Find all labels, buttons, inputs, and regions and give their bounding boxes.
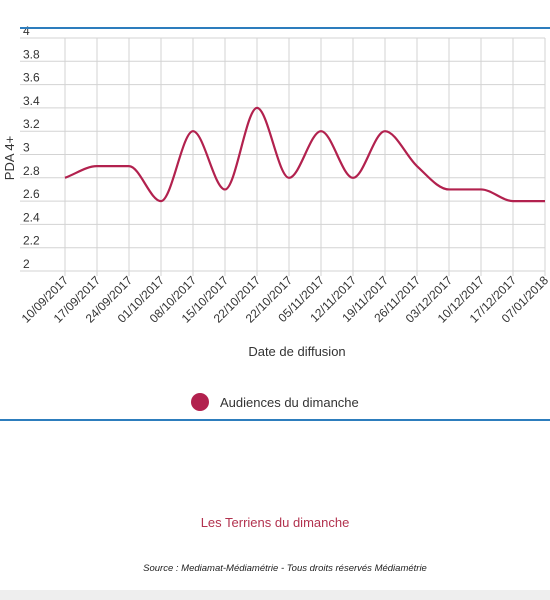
y-tick-label: 2.4 [23,210,40,224]
y-tick-label: 3 [23,141,30,155]
y-tick-label: 2 [23,257,30,271]
y-tick-label: 4 [23,24,30,38]
y-tick-label: 3.2 [23,117,40,131]
y-tick-label: 2.8 [23,164,40,178]
legend-label[interactable]: Audiences du dimanche [220,395,359,410]
x-axis-ticks: 10/09/201717/09/201724/09/201701/10/2017… [19,273,550,326]
y-tick-label: 3.6 [23,71,40,85]
source-note: Source : Mediamat-Médiamétrie - Tous dro… [143,563,427,574]
y-tick-label: 2.2 [23,234,40,248]
chart-caption[interactable]: Les Terriens du dimanche [200,515,350,530]
series-line [64,106,545,203]
legend-marker[interactable] [191,393,209,411]
x-axis-title: Date de diffusion [248,344,345,359]
y-axis-title: PDA 4+ [2,136,17,180]
y-tick-label: 3.4 [23,94,40,108]
footer-bar [0,590,550,600]
grid [20,37,546,276]
y-tick-label: 3.8 [23,47,40,61]
y-axis-ticks: 2 2.2 2.4 2.6 2.8 3 3.2 3.4 3.6 3.8 4 [23,24,40,271]
line-chart: 2 2.2 2.4 2.6 2.8 3 3.2 3.4 3.6 3.8 4 10/09/201717… [0,24,550,421]
y-tick-label: 2.6 [23,187,40,201]
